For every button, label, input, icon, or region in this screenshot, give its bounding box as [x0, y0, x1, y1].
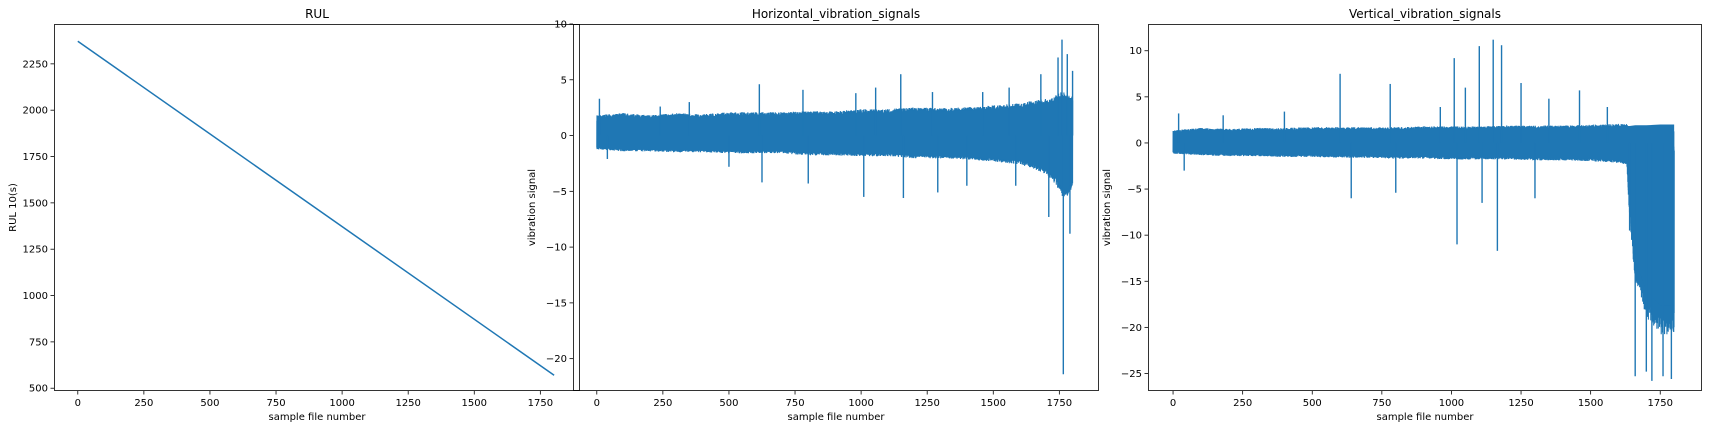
y-tick-label: −15: [1121, 277, 1142, 288]
rul-line: [77, 40, 555, 376]
y-tick-label: 1000: [23, 291, 48, 302]
x-axis-label: sample file number: [269, 412, 367, 423]
y-tick-label: 5: [561, 75, 567, 86]
chart-title: Vertical_vibration_signals: [1349, 7, 1501, 21]
y-tick-label: −5: [1127, 185, 1142, 196]
y-tick-label: 5: [1136, 92, 1142, 103]
x-tick-label: 1500: [981, 398, 1006, 409]
y-axis-label: vibration signal: [1102, 169, 1113, 246]
plot-area: [77, 40, 555, 376]
y-tick-label: −20: [1121, 323, 1142, 334]
x-tick-label: 250: [653, 398, 672, 409]
y-tick-label: −20: [546, 354, 567, 365]
x-tick-label: 1500: [1578, 398, 1603, 409]
plot-area: [596, 39, 1074, 375]
axes-frame: [54, 24, 580, 391]
x-tick-label: 0: [75, 398, 81, 409]
x-tick-label: 0: [1170, 398, 1176, 409]
x-tick-label: 1750: [1047, 398, 1072, 409]
y-tick-label: 750: [29, 337, 48, 348]
y-axis-label: RUL 10(s): [8, 183, 19, 232]
chart-1: 0 250 500 750 1000 1250 1500 1750 500 750 1000 1250…: [8, 7, 580, 423]
x-tick-label: 500: [1303, 398, 1322, 409]
plot-area: [1172, 39, 1675, 381]
chart-2: 0 250 500 750 1000 1250 1500 1750 −20 −15 −10 −5 0 5 1…: [527, 7, 1099, 423]
x-tick-label: 250: [1233, 398, 1252, 409]
x-axis-label: sample file number: [1377, 412, 1475, 423]
y-tick-label: −10: [1121, 231, 1142, 242]
x-tick-label: 1500: [462, 398, 487, 409]
y-tick-label: 500: [29, 384, 48, 395]
x-tick-label: 1000: [1439, 398, 1464, 409]
x-tick-label: 1250: [395, 398, 420, 409]
x-tick-label: 500: [719, 398, 738, 409]
y-tick-label: −5: [552, 187, 567, 198]
y-tick-label: 0: [561, 131, 567, 142]
axes-frame: [1148, 24, 1702, 391]
x-tick-label: 750: [266, 398, 285, 409]
x-tick-label: 1000: [329, 398, 354, 409]
y-tick-label: 2250: [23, 59, 48, 70]
x-tick-label: 750: [1372, 398, 1391, 409]
y-tick-label: 10: [554, 20, 567, 31]
y-tick-label: 1250: [23, 245, 48, 256]
y-tick-label: 0: [1136, 138, 1142, 149]
chart-3: 0 250 500 750 1000 1250 1500 1750 −25 −20 −15 −10 −5…: [1102, 7, 1702, 423]
x-tick-label: 250: [134, 398, 153, 409]
y-tick-label: −25: [1121, 369, 1142, 380]
y-axis-label: vibration signal: [527, 169, 538, 246]
y-tick-label: 10: [1129, 46, 1142, 57]
x-tick-label: 1000: [848, 398, 873, 409]
vibration-signal-band: [1173, 124, 1675, 306]
x-tick-label: 750: [785, 398, 804, 409]
y-tick-label: −10: [546, 243, 567, 254]
x-tick-label: 1250: [1508, 398, 1533, 409]
x-tick-label: 1750: [528, 398, 553, 409]
y-tick-label: 2000: [23, 106, 48, 117]
chart-title: RUL: [305, 7, 329, 21]
x-tick-label: 500: [200, 398, 219, 409]
chart-title: Horizontal_vibration_signals: [752, 7, 920, 21]
y-tick-label: −15: [546, 298, 567, 309]
x-tick-label: 0: [594, 398, 600, 409]
y-tick-label: 1500: [23, 198, 48, 209]
x-tick-label: 1750: [1648, 398, 1673, 409]
x-axis-label: sample file number: [788, 412, 886, 423]
y-tick-label: 1750: [23, 152, 48, 163]
axes-frame: [573, 24, 1099, 391]
x-tick-label: 1250: [914, 398, 939, 409]
vibration-signal-band: [596, 95, 1073, 190]
